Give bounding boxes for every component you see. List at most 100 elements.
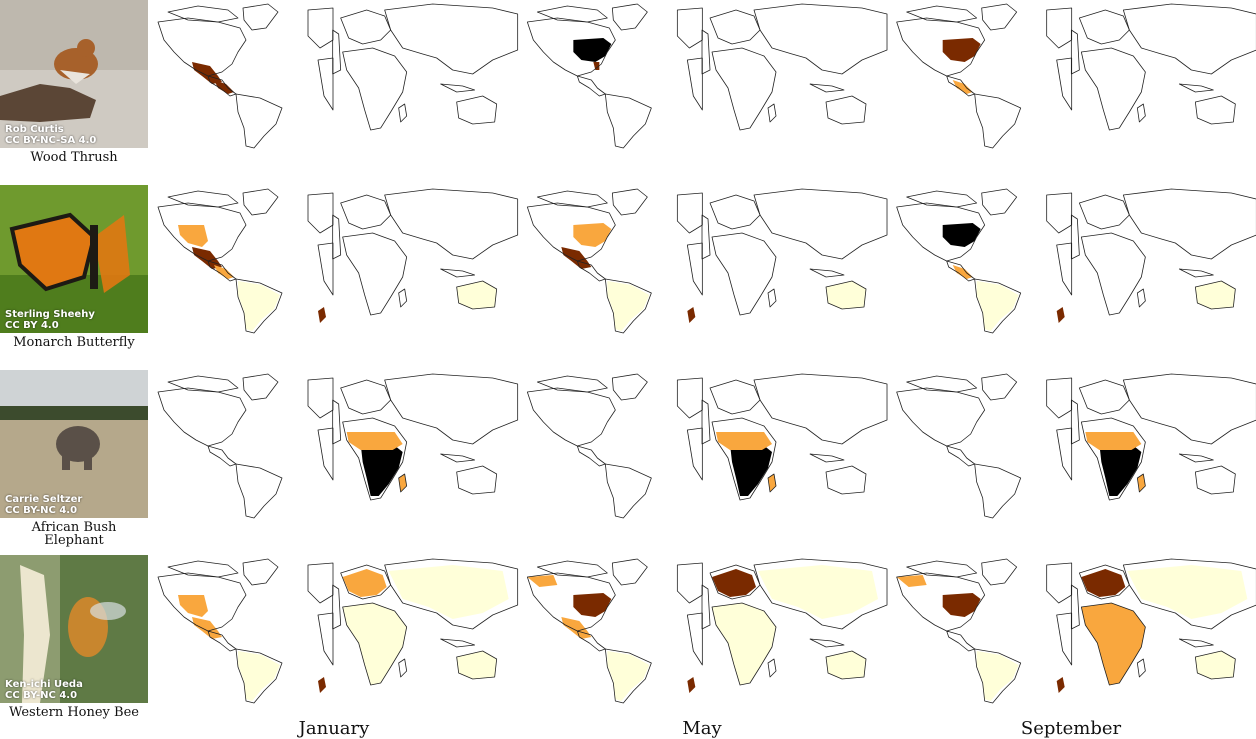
continent-outline-africa-edge xyxy=(1056,612,1073,666)
range-map-strip xyxy=(157,3,1256,149)
continent-outline-north-america xyxy=(157,17,247,77)
range-area-western-us xyxy=(178,225,208,247)
continent-outline-arctic xyxy=(906,375,978,393)
range-map-september-americas xyxy=(896,558,1073,704)
continent-outline-south-america xyxy=(235,278,283,334)
range-map-may-americas xyxy=(526,558,703,704)
range-map-may-americas xyxy=(526,3,703,149)
range-area-sahel xyxy=(346,432,403,450)
photo-credit-author: Sterling Sheehy xyxy=(5,309,95,320)
month-label-january: January xyxy=(298,718,370,739)
continent-outline-north-america xyxy=(526,572,616,632)
month-label-september: September xyxy=(1020,718,1122,739)
continent-outline-madagascar xyxy=(1136,473,1146,493)
continent-outline-central-america xyxy=(207,260,237,282)
continent-outline-africa-edge xyxy=(317,427,334,481)
continent-outline-australia xyxy=(825,465,867,495)
continent-outline-asia xyxy=(384,558,519,630)
range-map-may-eurafrica xyxy=(701,188,888,316)
continent-outline-asia xyxy=(384,373,519,445)
range-area-eastern-us xyxy=(573,223,612,247)
range-map-may-americas xyxy=(526,188,703,334)
continent-outline-africa-edge xyxy=(317,612,334,666)
continent-outline-south-america xyxy=(974,93,1022,149)
species-row-african-bush-elephant: Carrie Seltzer CC BY-NC 4.0 African Bush E… xyxy=(0,370,1256,555)
range-area-australia xyxy=(1195,651,1236,679)
range-area-eastern-us xyxy=(942,593,981,617)
continent-outline-indonesia xyxy=(440,268,476,278)
continent-outline-indonesia xyxy=(1178,83,1214,93)
continent-outline-indonesia xyxy=(809,453,845,463)
continent-outline-europe xyxy=(1078,9,1130,45)
photo-credit-license: CC BY-NC 4.0 xyxy=(5,690,78,701)
range-map-january-eurafrica xyxy=(332,558,519,686)
continent-outline-arctic xyxy=(536,5,608,23)
continent-outline-arctic xyxy=(167,190,239,208)
species-name-label: African Bush Elephant xyxy=(31,520,117,548)
continent-outline-australia xyxy=(1194,650,1236,680)
continent-outline-australia xyxy=(825,280,867,310)
continent-outline-americas-edge xyxy=(701,214,711,260)
range-area-australia xyxy=(1195,281,1236,309)
continent-outline-europe xyxy=(340,9,392,45)
continent-outline-europe-edge xyxy=(676,377,703,419)
continent-outline-greenland xyxy=(981,558,1018,586)
continent-outline-arctic xyxy=(167,5,239,23)
continent-outline-africa-all xyxy=(342,232,408,316)
continent-outline-africa-edge xyxy=(317,57,334,111)
photo-credit-license: CC BY-NC 4.0 xyxy=(5,505,78,516)
range-area-mexico xyxy=(192,617,222,639)
species-row-monarch-butterfly: Sterling Sheehy CC BY 4.0 Monarch Butterfl… xyxy=(0,185,1256,370)
continent-outline-south-america xyxy=(974,278,1022,334)
continent-outline-europe xyxy=(340,194,392,230)
continent-outline-north-america xyxy=(157,387,247,447)
continent-outline-europe-edge xyxy=(676,7,703,49)
range-area-australia xyxy=(826,651,867,679)
continent-outline-madagascar xyxy=(1136,288,1146,308)
continent-outline-americas-edge xyxy=(332,584,342,630)
range-area-alaska xyxy=(527,575,558,587)
continent-outline-africa-all xyxy=(711,47,777,131)
range-area-africa-all xyxy=(342,603,407,685)
continent-outline-africa-all xyxy=(711,417,777,501)
continent-outline-greenland xyxy=(981,373,1018,401)
continent-outline-arctic xyxy=(536,190,608,208)
continent-outline-madagascar xyxy=(1136,658,1146,678)
range-area-new-zealand xyxy=(687,677,696,693)
continent-outline-africa-all xyxy=(342,602,408,686)
species-name-label: Western Honey Bee xyxy=(9,705,139,720)
continent-outline-arctic xyxy=(906,5,978,23)
continent-outline-south-america xyxy=(974,648,1022,704)
continent-outline-africa-all xyxy=(1080,602,1146,686)
range-area-south-america xyxy=(976,651,1019,701)
continent-outline-europe-edge xyxy=(676,192,703,234)
range-area-europe xyxy=(342,569,387,597)
continent-outline-africa-edge xyxy=(1056,57,1073,111)
continent-outline-south-america xyxy=(604,648,652,704)
continent-outline-europe xyxy=(1078,194,1130,230)
continent-outline-africa-all xyxy=(1080,417,1146,501)
range-area-australia xyxy=(456,281,497,309)
range-map-strip xyxy=(157,558,1256,704)
continent-outline-australia xyxy=(1194,465,1236,495)
continent-outline-europe xyxy=(1078,564,1130,600)
continent-outline-south-america xyxy=(604,463,652,519)
range-area-europe xyxy=(712,569,757,597)
continent-outline-central-america xyxy=(576,445,606,467)
continent-outline-asia xyxy=(1122,558,1256,630)
range-map-may-eurafrica xyxy=(701,558,888,686)
continent-outline-madagascar xyxy=(398,103,408,123)
continent-outline-madagascar xyxy=(398,473,408,493)
continent-outline-americas-edge xyxy=(1070,214,1080,260)
continent-outline-indonesia xyxy=(440,638,476,648)
continent-outline-americas-edge xyxy=(701,29,711,75)
continent-outline-arctic xyxy=(167,560,239,578)
continent-outline-asia xyxy=(1122,3,1256,75)
range-map-september-americas xyxy=(896,373,1073,519)
range-map-september-americas xyxy=(896,188,1073,334)
continent-outline-americas-edge xyxy=(1070,584,1080,630)
range-map-september-eurafrica xyxy=(1070,3,1256,131)
range-area-subsaharan-africa xyxy=(1099,444,1142,496)
range-area-africa-all xyxy=(1081,603,1146,685)
photo-credit: Rob Curtis CC BY-NC-SA 4.0 xyxy=(5,124,96,146)
